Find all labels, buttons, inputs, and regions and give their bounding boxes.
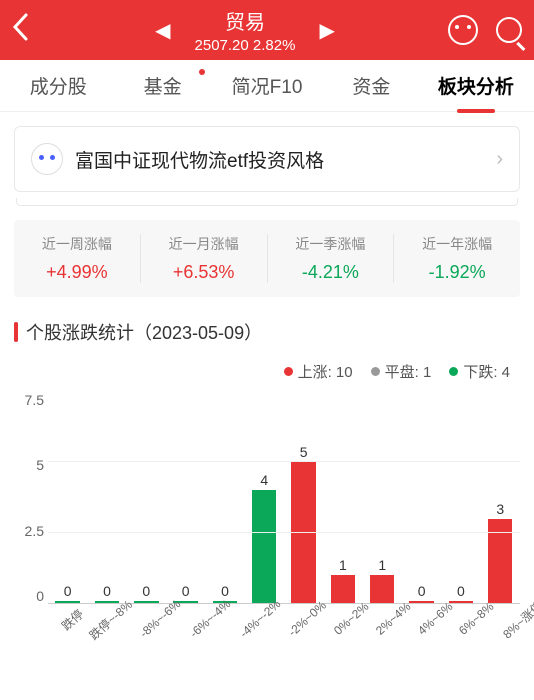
tab-bar: 成分股基金简况F10资金板块分析 <box>0 60 534 112</box>
stat-value: +4.99% <box>14 262 140 283</box>
bar-value: 5 <box>300 444 308 460</box>
legend-item: 上涨: 10 <box>284 361 353 382</box>
bar-value: 0 <box>418 583 426 599</box>
next-stock-button[interactable]: ▶ <box>319 18 334 43</box>
stat-item: 近一年涨幅 -1.92% <box>394 234 520 283</box>
stat-item: 近一月涨幅 +6.53% <box>141 234 268 283</box>
tab-成分股[interactable]: 成分股 <box>6 72 110 99</box>
bar-value: 0 <box>64 583 72 599</box>
bar-column: 5 <box>284 392 323 603</box>
bar-column: 1 <box>363 392 402 603</box>
stat-label: 近一月涨幅 <box>141 234 267 254</box>
etf-banner[interactable]: 富国中证现代物流etf投资风格 › <box>14 126 520 192</box>
stat-label: 近一季涨幅 <box>268 234 394 254</box>
bar-column: 0 <box>441 392 480 603</box>
bar-column: 0 <box>205 392 244 603</box>
tab-简况F10[interactable]: 简况F10 <box>215 72 319 99</box>
stat-value: -4.21% <box>268 262 394 283</box>
back-button[interactable] <box>12 13 42 48</box>
stock-name: 贸易 <box>195 6 296 35</box>
header-title: 贸易 2507.20 2.82% <box>195 6 296 54</box>
legend-item: 下跌: 4 <box>449 361 510 382</box>
robot-icon <box>31 143 63 175</box>
stock-price: 2507.20 2.82% <box>195 37 296 54</box>
stat-item: 近一周涨幅 +4.99% <box>14 234 141 283</box>
section-title: 个股涨跌统计（2023-05-09） <box>14 319 520 345</box>
chevron-right-icon: › <box>496 148 503 171</box>
stat-value: -1.92% <box>394 262 520 283</box>
chart-legend: 上涨: 10 平盘: 1 下跌: 4 <box>14 361 520 382</box>
distribution-chart: 7.552.50 000004511003 跌停跌停~-8%-8%~-6%-6%… <box>14 392 520 652</box>
bar-column: 4 <box>245 392 284 603</box>
legend-item: 平盘: 1 <box>371 361 432 382</box>
bar-column: 0 <box>48 392 87 603</box>
x-axis-labels: 跌停跌停~-8%-8%~-6%-6%~-4%-4%~-2%-2%~0%0%~2%… <box>48 606 520 652</box>
app-header: ◀ 贸易 2507.20 2.82% ▶ <box>0 0 534 60</box>
banner-text: 富国中证现代物流etf投资风格 <box>75 146 484 173</box>
bar-value: 3 <box>496 501 504 517</box>
bar-column: 3 <box>481 392 520 603</box>
period-stats: 近一周涨幅 +4.99%近一月涨幅 +6.53%近一季涨幅 -4.21%近一年涨幅 -1… <box>14 220 520 297</box>
stat-value: +6.53% <box>141 262 267 283</box>
bar-column: 0 <box>402 392 441 603</box>
search-icon[interactable] <box>496 17 522 43</box>
decorative-curl <box>16 198 518 206</box>
stat-item: 近一季涨幅 -4.21% <box>268 234 395 283</box>
bar-column: 0 <box>127 392 166 603</box>
bar-value: 0 <box>457 583 465 599</box>
stat-label: 近一周涨幅 <box>14 234 140 254</box>
bar-value: 1 <box>378 557 386 573</box>
prev-stock-button[interactable]: ◀ <box>155 18 170 43</box>
chart-plot: 000004511003 <box>48 392 520 604</box>
bar: 4 <box>252 490 276 603</box>
bar-value: 4 <box>260 472 268 488</box>
bar-column: 1 <box>323 392 362 603</box>
tab-板块分析[interactable]: 板块分析 <box>424 72 528 99</box>
y-axis-labels: 7.552.50 <box>14 392 44 604</box>
tab-基金[interactable]: 基金 <box>110 72 214 99</box>
bar-value: 1 <box>339 557 347 573</box>
bar-value: 0 <box>182 583 190 599</box>
bar-column: 0 <box>87 392 126 603</box>
tab-资金[interactable]: 资金 <box>319 72 423 99</box>
bar-column: 0 <box>166 392 205 603</box>
stat-label: 近一年涨幅 <box>394 234 520 254</box>
bar-value: 0 <box>142 583 150 599</box>
assistant-icon[interactable] <box>448 15 478 45</box>
